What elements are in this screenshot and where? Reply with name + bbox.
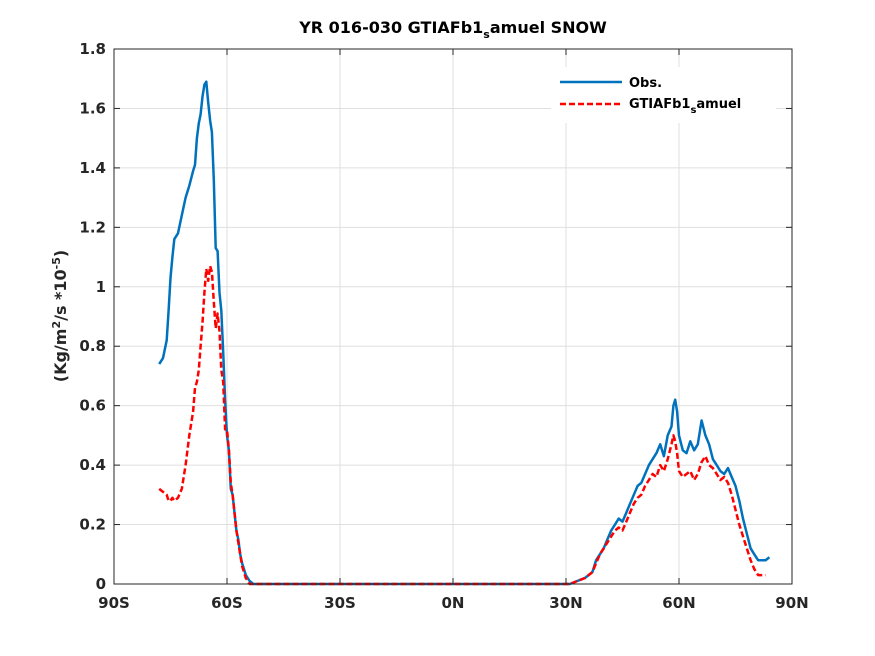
x-tick-label: 30N xyxy=(549,594,582,612)
y-tick-label: 1.6 xyxy=(79,99,106,117)
y-tick-label: 0.8 xyxy=(79,337,106,355)
y-tick-label: 1.8 xyxy=(79,40,106,58)
x-tick-label: 60S xyxy=(211,594,243,612)
x-tick-label: 30S xyxy=(324,594,356,612)
series-line-model xyxy=(158,264,766,586)
legend-box xyxy=(551,67,776,123)
series-layer xyxy=(158,80,771,586)
y-tick-label: 1 xyxy=(96,278,106,296)
ticks xyxy=(113,48,793,585)
x-tick-label: 90N xyxy=(775,594,808,612)
x-tick-label: 0N xyxy=(442,594,465,612)
y-tick-label: 1.4 xyxy=(79,159,106,177)
y-tick-labels: 0 0.2 0.4 0.6 0.8 1 1.2 1.4 1.6 1.8 xyxy=(79,40,106,593)
legend-label-model: GTIAFb1samuel xyxy=(629,97,741,116)
y-tick-label: 0 xyxy=(96,575,106,593)
chart-title: YR 016-030 GTIAFb1samuel SNOW xyxy=(298,18,607,41)
legend-label-obs: Obs. xyxy=(629,76,662,91)
x-tick-labels: 90S 60S 30S 0N 30N 60N 90N xyxy=(98,594,809,612)
x-tick-label: 60N xyxy=(662,594,695,612)
legend: Obs. GTIAFb1samuel xyxy=(551,67,776,123)
y-tick-label: 1.2 xyxy=(79,218,106,236)
y-axis-label: (Kg/m2/s *10-5) xyxy=(50,250,70,382)
x-tick-label: 90S xyxy=(98,594,130,612)
y-tick-label: 0.4 xyxy=(79,456,106,474)
y-tick-label: 0.6 xyxy=(79,397,106,415)
y-tick-label: 0.2 xyxy=(79,516,106,534)
